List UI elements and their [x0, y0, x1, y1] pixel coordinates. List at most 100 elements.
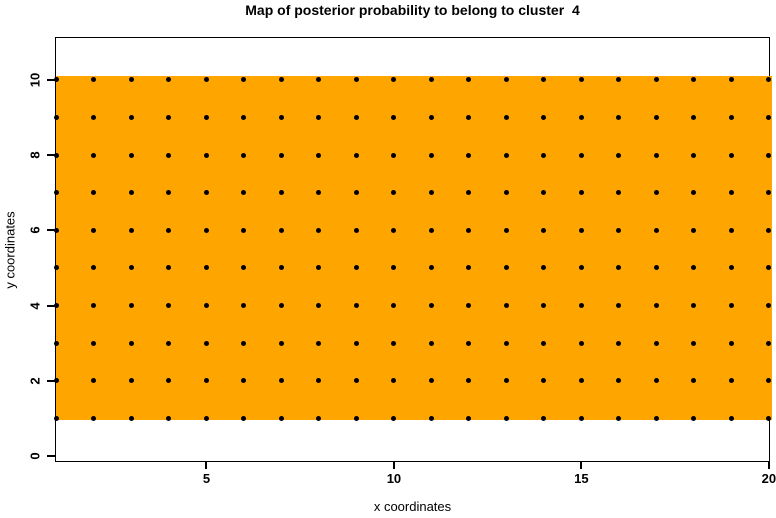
- data-point: [541, 114, 547, 120]
- data-point: [278, 77, 284, 83]
- data-point: [128, 190, 134, 196]
- data-point: [91, 190, 97, 196]
- y-axis-title: y coordinates: [2, 211, 18, 289]
- y-tick-mark: [47, 229, 55, 232]
- data-point: [316, 114, 322, 120]
- data-point: [166, 340, 172, 346]
- chart-title: Map of posterior probability to belong t…: [245, 2, 580, 18]
- data-point: [128, 415, 134, 421]
- data-point: [278, 114, 284, 120]
- data-point: [128, 340, 134, 346]
- data-point: [166, 152, 172, 158]
- data-point: [91, 227, 97, 233]
- data-point: [616, 340, 622, 346]
- y-tick-label: 6: [27, 226, 43, 234]
- data-point: [728, 265, 734, 271]
- data-point: [353, 340, 359, 346]
- data-point: [766, 190, 772, 196]
- data-point: [541, 265, 547, 271]
- data-point: [353, 114, 359, 120]
- data-point: [691, 190, 697, 196]
- data-point: [203, 378, 209, 384]
- data-point: [278, 415, 284, 421]
- data-point: [128, 227, 134, 233]
- data-point: [541, 227, 547, 233]
- data-point: [241, 152, 247, 158]
- data-point: [503, 152, 509, 158]
- data-point: [241, 265, 247, 271]
- y-tick-label: 2: [27, 377, 43, 385]
- data-point: [128, 378, 134, 384]
- data-point: [578, 415, 584, 421]
- data-point: [53, 152, 59, 158]
- data-point: [53, 227, 59, 233]
- data-point: [391, 265, 397, 271]
- x-tick-mark: [767, 462, 770, 469]
- data-point: [503, 415, 509, 421]
- data-point: [166, 227, 172, 233]
- data-point: [428, 114, 434, 120]
- data-point: [353, 190, 359, 196]
- data-point: [428, 303, 434, 309]
- data-point: [53, 77, 59, 83]
- x-tick-mark: [392, 462, 395, 469]
- data-point: [166, 265, 172, 271]
- data-point: [53, 378, 59, 384]
- data-point: [616, 415, 622, 421]
- data-point: [91, 378, 97, 384]
- data-point: [503, 114, 509, 120]
- data-point: [616, 265, 622, 271]
- data-point: [466, 77, 472, 83]
- data-point: [616, 303, 622, 309]
- data-point: [391, 303, 397, 309]
- data-point: [91, 114, 97, 120]
- x-tick-label: 10: [386, 471, 402, 486]
- data-point: [503, 303, 509, 309]
- data-point: [203, 265, 209, 271]
- data-point: [653, 77, 659, 83]
- data-point: [428, 227, 434, 233]
- data-point: [653, 114, 659, 120]
- data-point: [691, 415, 697, 421]
- data-point: [728, 227, 734, 233]
- data-point: [653, 265, 659, 271]
- data-point: [466, 190, 472, 196]
- data-point: [466, 415, 472, 421]
- data-point: [166, 303, 172, 309]
- data-point: [128, 303, 134, 309]
- data-point: [541, 77, 547, 83]
- data-point: [466, 303, 472, 309]
- data-point: [766, 114, 772, 120]
- data-point: [578, 77, 584, 83]
- data-point: [541, 340, 547, 346]
- data-point: [53, 340, 59, 346]
- data-point: [241, 303, 247, 309]
- y-tick-label: 8: [27, 151, 43, 159]
- data-point: [466, 114, 472, 120]
- data-point: [728, 77, 734, 83]
- data-point: [166, 77, 172, 83]
- data-point: [616, 227, 622, 233]
- data-point: [728, 303, 734, 309]
- data-point: [466, 340, 472, 346]
- data-point: [466, 152, 472, 158]
- data-point: [728, 415, 734, 421]
- data-point: [203, 415, 209, 421]
- data-point: [766, 152, 772, 158]
- data-point: [53, 415, 59, 421]
- x-tick-label: 15: [574, 471, 589, 486]
- data-point: [316, 415, 322, 421]
- data-point: [353, 303, 359, 309]
- data-point: [203, 227, 209, 233]
- data-point: [316, 190, 322, 196]
- data-point: [578, 265, 584, 271]
- data-point: [391, 378, 397, 384]
- data-point: [428, 378, 434, 384]
- data-point: [728, 190, 734, 196]
- data-point: [353, 227, 359, 233]
- data-point: [466, 265, 472, 271]
- data-point: [278, 152, 284, 158]
- data-point: [203, 303, 209, 309]
- data-point: [278, 340, 284, 346]
- data-point: [503, 265, 509, 271]
